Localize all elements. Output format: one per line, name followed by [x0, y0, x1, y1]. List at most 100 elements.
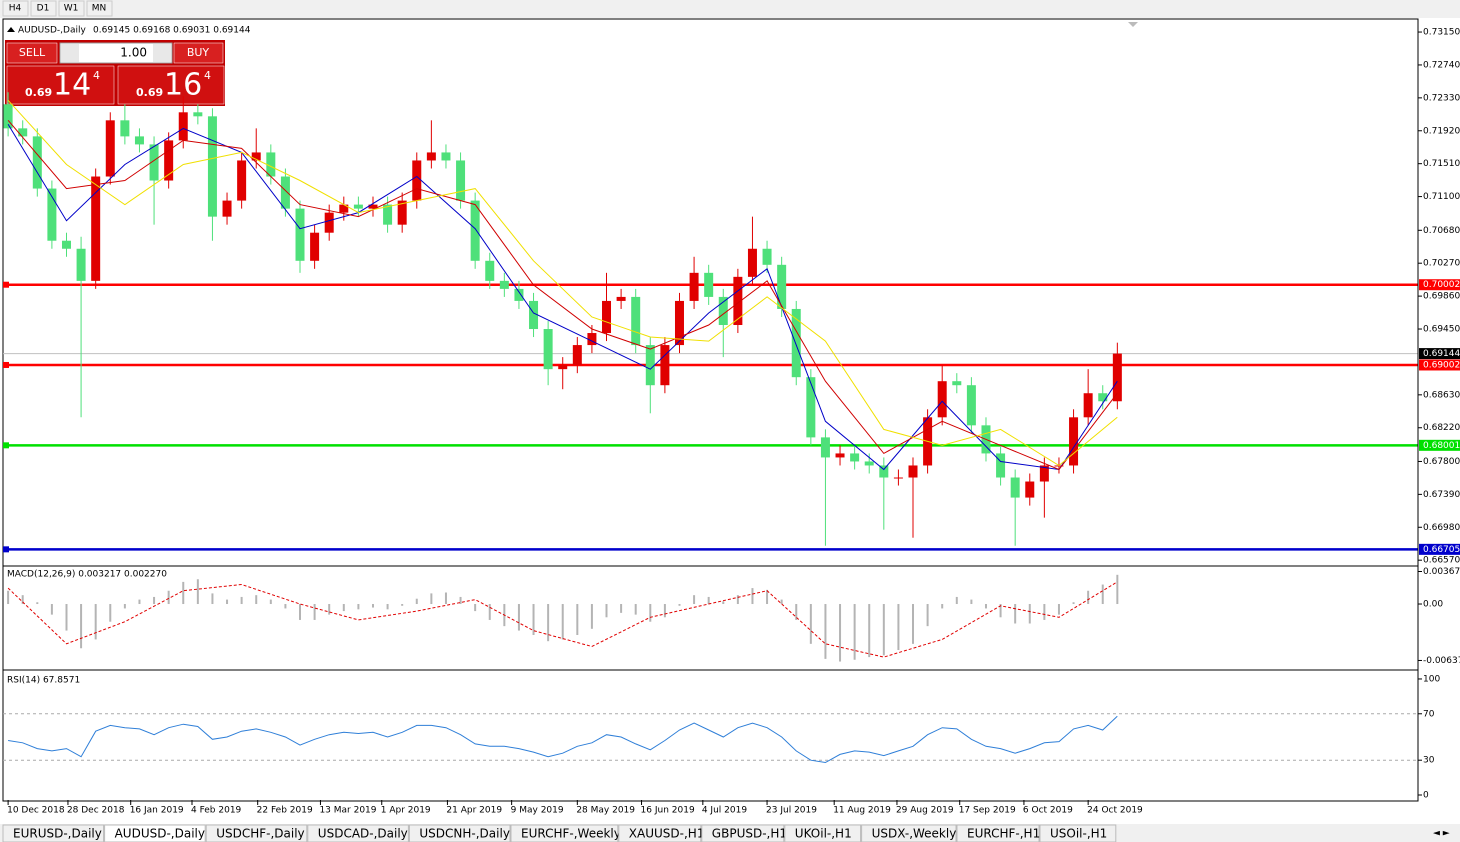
- y-tick-label: 70: [1423, 709, 1435, 719]
- candle-body: [266, 152, 276, 177]
- symbol-tab-label: USDX-,Weekly: [872, 827, 957, 841]
- candle-body: [149, 144, 159, 181]
- symbol-tab[interactable]: [618, 824, 702, 842]
- candle-body: [674, 300, 684, 346]
- y-tick-label: 0.69450: [1423, 325, 1460, 335]
- level-handle: [3, 442, 9, 449]
- last-price-label: 0.69144: [1423, 349, 1460, 359]
- buy-label: BUY: [187, 46, 210, 59]
- candle-body: [193, 112, 203, 117]
- y-tick-label: 0.67390: [1423, 490, 1460, 500]
- buy-price-prefix: 0.69: [136, 86, 163, 99]
- timeframe-button[interactable]: [2, 0, 29, 17]
- symbol-tab[interactable]: [104, 824, 206, 842]
- trade-panel: SELL 1.00 BUY 0.69 14 4 0.69 16 4: [5, 40, 225, 106]
- x-tick-label: 23 Jul 2019: [766, 806, 817, 816]
- candle-body: [76, 248, 86, 281]
- y-tick-label: 0.00: [1423, 600, 1443, 610]
- candle-body: [1083, 393, 1093, 418]
- y-tick-label: -0.006378: [1423, 656, 1460, 666]
- moving-average: [7, 99, 1118, 467]
- candle-body: [660, 345, 670, 386]
- candle-body: [747, 248, 757, 277]
- lots-value: 1.00: [120, 46, 147, 60]
- symbol-tab-label: USDCNH-,Daily: [419, 827, 510, 841]
- candle-body: [397, 200, 407, 225]
- tab-scroll[interactable]: ◄ ►: [1433, 829, 1450, 839]
- timeframe-button[interactable]: [86, 0, 113, 17]
- x-tick-label: 6 Oct 2019: [1023, 806, 1073, 816]
- candle-body: [412, 160, 422, 201]
- panel-title: RSI(14) 67.8571: [7, 676, 80, 686]
- y-tick-label: 0.003674: [1423, 567, 1460, 577]
- moving-average: [7, 119, 1118, 471]
- candle-body: [164, 140, 174, 181]
- symbol-tab[interactable]: [408, 824, 511, 842]
- x-tick-label: 4 Jul 2019: [702, 806, 747, 816]
- candle-body: [61, 240, 71, 249]
- candle-body: [645, 345, 655, 386]
- timeframe-label: H4: [9, 4, 22, 14]
- timeframe-button[interactable]: [58, 0, 85, 17]
- lots-up[interactable]: [153, 44, 171, 62]
- lots-input[interactable]: [59, 42, 173, 64]
- y-tick-label: 0.70680: [1423, 226, 1460, 236]
- candle-body: [120, 120, 130, 137]
- symbol-tab[interactable]: [861, 824, 957, 842]
- candle-body: [251, 152, 261, 161]
- symbol-tab[interactable]: [701, 824, 785, 842]
- lots-down[interactable]: [61, 44, 79, 62]
- timeframe-button[interactable]: [30, 0, 57, 17]
- candle-body: [1010, 477, 1020, 498]
- symbol-tab[interactable]: [205, 824, 308, 842]
- symbol-tab-label: EURCHF-,Weekly: [521, 827, 621, 841]
- level-label: 0.69002: [1423, 360, 1460, 370]
- y-tick-label: 0.66570: [1423, 556, 1460, 566]
- sell-price-box[interactable]: [6, 65, 115, 105]
- collapse-icon[interactable]: [7, 27, 15, 32]
- x-tick-label: 28 May 2019: [576, 806, 635, 816]
- candle-body: [806, 377, 816, 438]
- candle-body: [791, 308, 801, 378]
- candle-body: [1069, 417, 1079, 466]
- candle-body: [368, 204, 378, 209]
- symbol-tab-label: UKOil-,H1: [795, 827, 852, 841]
- y-tick-label: 30: [1423, 756, 1435, 766]
- chart-subtitle: 0.69145 0.69168 0.69031 0.69144: [93, 26, 251, 36]
- chart-frame: [2, 18, 1419, 802]
- y-tick-label: 0.71920: [1423, 126, 1460, 136]
- symbol-tab[interactable]: [784, 824, 862, 842]
- candle-body: [426, 152, 436, 161]
- candle-body: [178, 112, 188, 141]
- buy-price-box[interactable]: [117, 65, 225, 105]
- candle-body: [1025, 481, 1035, 498]
- symbol-tab[interactable]: [2, 824, 105, 842]
- level-label-bg: [1419, 279, 1460, 291]
- buy-button[interactable]: [173, 42, 224, 64]
- symbol-tab[interactable]: [510, 824, 619, 842]
- y-tick-label: 0.73150: [1423, 28, 1460, 38]
- candle-body: [134, 136, 144, 145]
- y-tick-label: 0.72330: [1423, 93, 1460, 103]
- y-tick-label: 0.68220: [1423, 423, 1460, 433]
- candle-body: [295, 208, 305, 261]
- candle-body: [543, 329, 553, 370]
- x-tick-label: 16 Jun 2019: [641, 806, 695, 816]
- symbol-tab[interactable]: [307, 824, 409, 842]
- sell-button[interactable]: [6, 42, 58, 64]
- candle-body: [383, 204, 393, 225]
- rsi-line: [8, 715, 1118, 764]
- candle-body: [952, 381, 962, 386]
- candle-body: [602, 300, 612, 334]
- symbol-tab-label: GBPUSD-,H1: [712, 827, 787, 841]
- candle-body: [966, 385, 976, 426]
- candle-body: [864, 461, 874, 466]
- candle-body: [850, 453, 860, 462]
- level-label: 0.66705: [1423, 545, 1460, 555]
- candle-body: [339, 204, 349, 213]
- symbol-tab[interactable]: [1039, 824, 1117, 842]
- candle-body: [762, 248, 772, 265]
- timeframe-label: MN: [92, 4, 107, 14]
- symbol-tab[interactable]: [956, 824, 1040, 842]
- x-tick-label: 10 Dec 2018: [7, 806, 65, 816]
